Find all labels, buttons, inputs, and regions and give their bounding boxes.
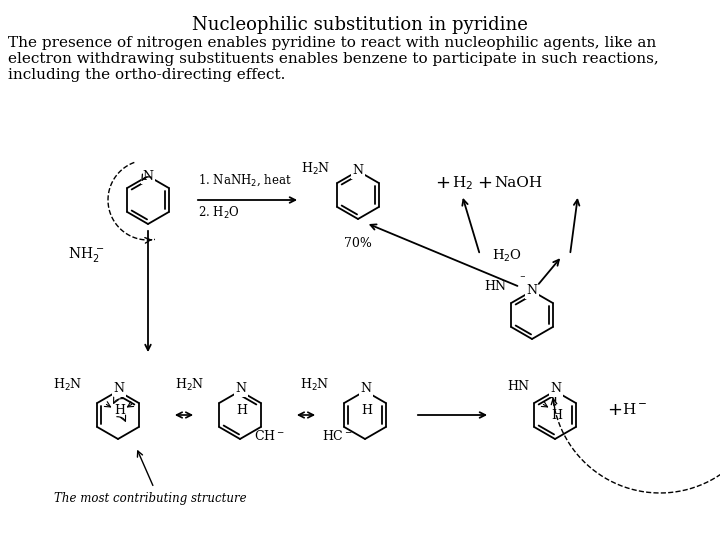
Text: H: H xyxy=(361,404,372,417)
Text: 70%: 70% xyxy=(344,237,372,250)
Text: $^-$: $^-$ xyxy=(518,274,526,284)
Text: H$_2$N: H$_2$N xyxy=(53,377,82,393)
Text: Nucleophilic substitution in pyridine: Nucleophilic substitution in pyridine xyxy=(192,16,528,34)
Text: H$_2$: H$_2$ xyxy=(452,174,473,192)
Text: HC$^-$: HC$^-$ xyxy=(323,429,353,443)
Text: H$_2$O: H$_2$O xyxy=(492,248,522,264)
Text: NH$_2^{\,-}$: NH$_2^{\,-}$ xyxy=(68,246,105,265)
Text: 2. H$_2$O: 2. H$_2$O xyxy=(198,205,240,221)
Text: HN: HN xyxy=(484,280,506,294)
Text: N: N xyxy=(361,382,372,395)
Text: electron withdrawing substituents enables benzene to participate in such reactio: electron withdrawing substituents enable… xyxy=(8,52,659,66)
Text: including the ortho-directing effect.: including the ortho-directing effect. xyxy=(8,68,285,82)
Text: N: N xyxy=(143,170,153,183)
Text: N: N xyxy=(551,382,562,395)
Text: N: N xyxy=(526,285,538,298)
Text: CH$^-$: CH$^-$ xyxy=(254,429,284,443)
Text: H: H xyxy=(236,404,248,417)
Text: $+$: $+$ xyxy=(435,174,450,192)
Text: N: N xyxy=(353,165,364,178)
Text: H: H xyxy=(552,409,562,422)
Text: N: N xyxy=(235,382,246,395)
Text: H$_2$N: H$_2$N xyxy=(174,377,204,393)
Text: The most contributing structure: The most contributing structure xyxy=(54,492,246,505)
Text: NaOH: NaOH xyxy=(494,176,542,190)
Text: The presence of nitrogen enables pyridine to react with nucleophilic agents, lik: The presence of nitrogen enables pyridin… xyxy=(8,36,656,50)
Text: $+$: $+$ xyxy=(477,174,492,192)
Text: H$^-$: H$^-$ xyxy=(622,402,647,417)
Text: H: H xyxy=(114,404,125,417)
Text: H$_2$N: H$_2$N xyxy=(300,161,330,177)
Text: H$_2$N: H$_2$N xyxy=(300,377,329,393)
Text: $+$: $+$ xyxy=(607,401,622,419)
Text: HN: HN xyxy=(507,381,529,394)
Text: 1. NaNH$_2$, heat: 1. NaNH$_2$, heat xyxy=(198,173,292,188)
Text: N: N xyxy=(114,382,125,395)
